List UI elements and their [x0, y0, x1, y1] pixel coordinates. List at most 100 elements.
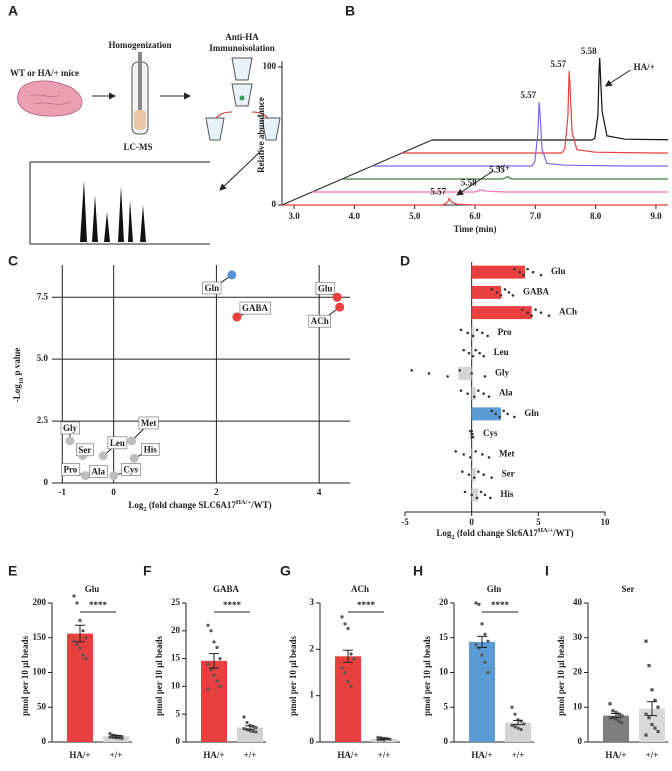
peak-label: 5.58 — [581, 46, 597, 56]
point — [526, 311, 529, 314]
point — [376, 738, 380, 742]
x-tick-label: 6.0 — [469, 211, 481, 221]
label-box — [315, 281, 335, 295]
point — [349, 684, 353, 689]
y-axis-title: pmol per 10 µl beads — [556, 635, 566, 716]
y-tick-label: 0 — [176, 736, 181, 746]
point — [477, 602, 481, 606]
point — [653, 698, 657, 702]
y-tick-label: 20 — [439, 597, 449, 607]
label-box — [239, 301, 271, 315]
tube — [231, 57, 253, 81]
point — [248, 729, 252, 733]
point — [108, 735, 112, 739]
point — [534, 308, 537, 311]
point — [539, 273, 543, 277]
point — [242, 715, 246, 719]
y-tick-label: 25 — [171, 597, 181, 607]
point — [84, 636, 88, 640]
step-label: Homogenization — [109, 40, 172, 50]
point — [475, 328, 479, 332]
y-tick-label: 200 — [33, 597, 47, 607]
point — [477, 470, 480, 473]
step-label: WT or HA/+ mice — [10, 68, 79, 78]
point — [75, 601, 79, 605]
tube — [231, 83, 253, 107]
point — [458, 369, 461, 372]
point — [340, 666, 344, 670]
panel-label: F — [143, 563, 152, 579]
significance: **** — [357, 600, 376, 610]
category-label: Gln — [524, 408, 539, 418]
trace — [432, 57, 668, 141]
step-label: Immunoisolation — [209, 43, 275, 53]
axis-title-part: (fold change SLC6A17 — [147, 500, 237, 510]
trace — [312, 188, 668, 193]
category-label: ACh — [559, 307, 577, 317]
point — [80, 471, 90, 481]
point — [482, 354, 485, 358]
panel-label: A — [8, 3, 18, 19]
y-tick-label: 15 — [439, 632, 449, 642]
bar — [505, 722, 531, 742]
y-tick-label: 0 — [272, 199, 277, 209]
panel-label: H — [413, 563, 423, 579]
workflow-diagram: A WT or HA/+ mice Homogenization Anti-HA… — [8, 3, 281, 245]
point — [469, 456, 472, 459]
point — [620, 721, 624, 725]
point — [522, 273, 525, 277]
bar — [471, 447, 473, 461]
axis-title-part: 2 — [143, 506, 146, 513]
point — [454, 450, 457, 453]
point — [232, 312, 242, 322]
point-label: Met — [141, 418, 157, 428]
x-tick-label: -5 — [401, 517, 409, 527]
point — [647, 716, 651, 720]
point — [81, 629, 85, 633]
point — [473, 476, 476, 479]
x-tick-label: +/+ — [646, 750, 659, 760]
point — [332, 292, 342, 302]
annotation: +/+ — [497, 163, 510, 173]
point — [343, 622, 347, 626]
y-tick-label: 7.5 — [37, 291, 49, 301]
x-tick-label: HA/+ — [605, 750, 626, 760]
point — [215, 679, 219, 683]
point — [483, 660, 487, 664]
category-label: Pro — [498, 327, 512, 337]
point — [511, 294, 515, 297]
trace — [282, 197, 668, 206]
x-tick-label: 0 — [469, 517, 474, 527]
trace — [402, 70, 668, 154]
significance: **** — [491, 600, 510, 610]
y-axis-title: pmol per 10 µl beads — [422, 635, 432, 716]
point — [410, 369, 413, 372]
bar — [471, 265, 525, 279]
point — [513, 267, 516, 271]
point — [209, 668, 213, 672]
point — [516, 726, 520, 730]
arrow — [215, 111, 233, 119]
bar — [471, 488, 479, 502]
point — [474, 450, 477, 453]
label-box — [121, 463, 141, 476]
x-tick-label: +/+ — [512, 750, 525, 760]
point — [531, 270, 535, 274]
point — [647, 663, 651, 668]
point — [427, 372, 431, 375]
bar — [471, 326, 475, 340]
label-box — [76, 443, 94, 457]
peak-label: 5.55 — [489, 165, 505, 175]
point — [474, 348, 477, 352]
point — [483, 632, 487, 636]
point — [218, 684, 222, 689]
bar — [335, 656, 361, 742]
x-tick-label: HA/+ — [471, 750, 492, 760]
beads — [239, 95, 245, 101]
point — [473, 395, 476, 398]
x-tick-label: 0 — [111, 487, 116, 497]
category-label: Cys — [483, 428, 498, 438]
point — [490, 476, 493, 479]
point — [487, 456, 491, 459]
category-label: GABA — [523, 286, 550, 296]
